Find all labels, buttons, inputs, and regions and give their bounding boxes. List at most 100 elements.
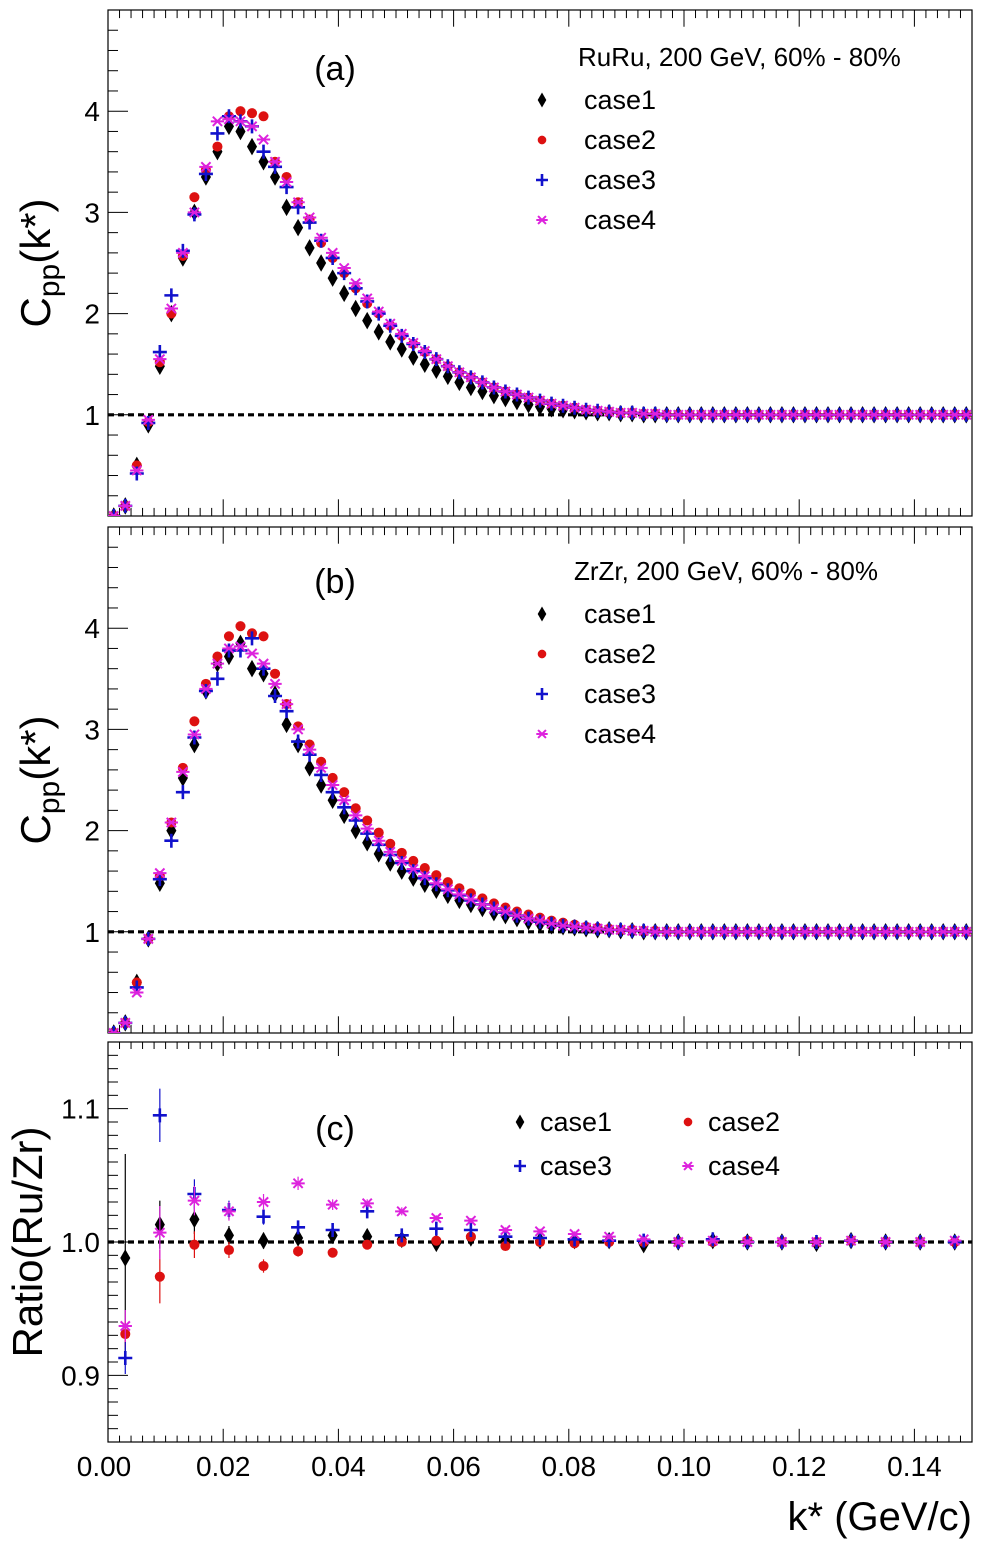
panel-b-case2-point: [327, 772, 338, 784]
panel-c-xtick-label: 0.12: [772, 1451, 827, 1482]
panel-b-case2-point: [373, 827, 384, 838]
panel-a-case4-point: [510, 389, 524, 400]
panel-a-case1-point: [316, 254, 327, 272]
panel-b-case4-point: [648, 926, 662, 938]
panel-a-ylabel: Cpp(k*): [12, 198, 66, 327]
panel-a-series-case1: [108, 117, 972, 516]
panel-c-case4-point: [325, 1199, 340, 1210]
panel-b-legend-case4-marker: [536, 729, 548, 739]
panel-b-case4-point: [256, 658, 271, 669]
panel-b-legend-case2-label: case2: [584, 639, 656, 669]
panel-a-case4-point: [660, 409, 674, 421]
panel-b-case4-point: [176, 766, 190, 778]
panel-c-case2-point: [154, 1271, 165, 1282]
panel-c-case3-point: [429, 1221, 444, 1236]
panel-b-case4-point: [890, 926, 904, 938]
panel-b-case4-point: [855, 926, 870, 938]
panel-b-legend: case1 case2 case3 case4: [536, 599, 656, 749]
panel-a-case4-point: [855, 409, 870, 421]
panel-a-case1-point: [442, 367, 453, 386]
panel-b-case4-point: [521, 913, 536, 924]
panel-b-case4-point: [337, 794, 351, 806]
panel-a-case4-point: [464, 372, 478, 383]
panel-c-case4-point: [256, 1196, 271, 1208]
panel-a-system-label: RuRu, 200 GeV, 60% - 80%: [578, 42, 901, 72]
panel-c-xtick-label: 0.00: [77, 1451, 132, 1482]
panel-a-legend-case1-label: case1: [584, 85, 656, 115]
panel-b-case2-point: [212, 651, 223, 662]
panel-b-case4-point: [210, 658, 225, 669]
panel-a-case4-point: [337, 262, 351, 274]
panel-b-case4-point: [418, 870, 432, 882]
panel-b-case1-point: [339, 806, 350, 825]
panel-a-case4-point: [786, 409, 801, 421]
panel-a-case1-point: [373, 323, 384, 341]
panel-b-case4-point: [590, 923, 605, 935]
panel-b: 1 2 3 4 Cpp(k*) (b) ZrZr, 200 GeV, 60% - 80% ca…: [12, 526, 973, 1034]
panel-a-case4-point: [187, 207, 202, 218]
panel-c-case4-point: [844, 1235, 858, 1246]
panel-b-case4-point: [613, 924, 628, 936]
panel-c-case2-point: [293, 1246, 304, 1257]
panel-c-legend-case3-label: case3: [540, 1151, 612, 1181]
panel-b-case2-point: [189, 716, 200, 727]
panel-b-case2-point: [362, 815, 373, 826]
panel-c-case4-point: [913, 1236, 927, 1248]
panel-b-case4-point: [717, 926, 731, 938]
panel-a-case3-point: [164, 288, 179, 303]
panel-a-case1-point: [500, 389, 511, 408]
panel-a-case4-point: [694, 409, 708, 421]
panel-a-case4-point: [579, 404, 593, 416]
panel-a-case3-point: [394, 328, 409, 343]
panel-c-case4-point: [395, 1206, 409, 1217]
panel-a-case4-point: [349, 277, 363, 289]
panel-b-case3-point: [417, 871, 432, 886]
panel-c-case2-point: [223, 1244, 235, 1256]
panel-b-case2-point: [350, 803, 361, 814]
panel-b-case4-point: [925, 926, 939, 938]
panel-c-case4-point: [222, 1206, 236, 1217]
panel-c-case4-point: [775, 1236, 789, 1248]
panel-b-case4-point: [729, 926, 743, 938]
panel-a-case3-point: [187, 207, 202, 222]
panel-c-case4-point: [118, 1320, 132, 1332]
panel-a-case4-point: [521, 392, 536, 403]
panel-c-case4-point: [429, 1212, 443, 1224]
panel-a-case3-point: [175, 243, 190, 258]
panel-a-case4-point: [291, 196, 305, 208]
panel-c-xtick-label: 0.02: [196, 1451, 251, 1482]
panel-b-case4-point: [740, 926, 755, 938]
panel-a-case1-point: [281, 198, 292, 217]
panel-b-ylabel-sub: pp: [33, 781, 66, 814]
panel-a-case4-point: [683, 409, 697, 421]
panel-a-case4-point: [913, 409, 927, 421]
panel-c-case1-point: [258, 1231, 269, 1250]
panel-c-case2-point: [500, 1240, 511, 1252]
panel-b-case3-point: [187, 730, 202, 745]
panel-b-ytick-label: 3: [84, 714, 100, 745]
panel-a-case4-point: [245, 121, 259, 132]
panel-c-case4-point: [706, 1235, 720, 1246]
panel-b-case4-point: [314, 762, 328, 774]
panel-a-case4-point: [302, 212, 317, 223]
panel-a-case1-point: [246, 137, 258, 156]
panel-a-series-case4: [108, 113, 972, 516]
panel-a-case3-point: [256, 144, 271, 159]
panel-c-case2-point: [362, 1239, 373, 1250]
panel-a-case4-point: [141, 414, 155, 426]
panel-c-xlabel: k* (GeV/c): [788, 1495, 972, 1539]
panel-c-case4-point: [187, 1195, 202, 1206]
panel-a-case4-point: [475, 377, 490, 388]
panel-b-case3-point: [291, 734, 306, 749]
panel-c-case1-point: [120, 1249, 131, 1267]
panel-a-case4-point: [637, 408, 651, 420]
panel-a-case4-point: [729, 409, 743, 421]
panel-b-case4-point: [567, 921, 582, 933]
panel-a-case4-point: [809, 409, 824, 421]
panel-c-case4-point: [464, 1215, 478, 1226]
panel-b-case4-point: [153, 867, 167, 879]
panel-b-case4-point: [349, 810, 363, 821]
panel-b-case4-point: [187, 729, 202, 740]
panel-a-case4-point: [925, 409, 939, 421]
panel-a-case4-point: [130, 465, 144, 476]
